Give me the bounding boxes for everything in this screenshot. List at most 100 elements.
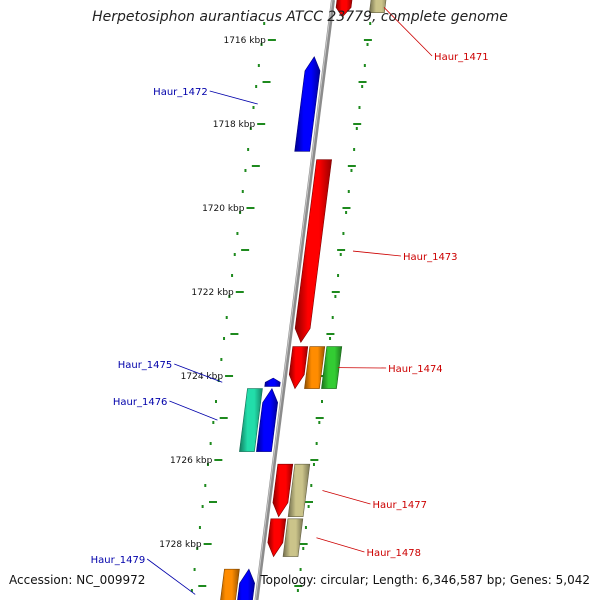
feature-block bbox=[282, 518, 304, 557]
gene-label: Haur_1474 bbox=[388, 364, 443, 375]
forward-guide-dot bbox=[350, 169, 353, 172]
backbone-highlight bbox=[255, 0, 333, 600]
forward-guide-dot bbox=[337, 274, 340, 277]
forward-guide-dot bbox=[321, 400, 323, 403]
forward-guide-dot bbox=[358, 106, 361, 109]
forward-guide-dot bbox=[345, 211, 348, 214]
forward-guide-dot bbox=[296, 589, 299, 592]
feature-block bbox=[369, 0, 387, 13]
forward-guide-dot bbox=[331, 316, 334, 319]
reverse-guide-dot bbox=[225, 316, 228, 319]
feature-block bbox=[239, 388, 263, 452]
gene-label: Haur_1473 bbox=[403, 252, 458, 263]
feature-block bbox=[287, 463, 311, 518]
gene-arrow bbox=[264, 377, 281, 387]
reverse-guide-dot bbox=[255, 85, 258, 88]
gene-leader-line bbox=[209, 90, 258, 105]
feature-block bbox=[220, 568, 240, 600]
forward-guide-dot bbox=[353, 148, 356, 151]
forward-guide-dot bbox=[304, 526, 307, 529]
scale-tick-label: 1716 kbp bbox=[223, 36, 266, 46]
forward-guide-dot bbox=[318, 421, 321, 424]
genome-summary: Topology: circular; Length: 6,346,587 bp… bbox=[260, 573, 590, 587]
forward-guide-dot bbox=[366, 43, 369, 46]
gene-label: Haur_1477 bbox=[372, 500, 427, 511]
reverse-guide-dot bbox=[204, 484, 207, 487]
gene-label: Haur_1471 bbox=[434, 52, 489, 63]
gene-arrow bbox=[237, 568, 255, 600]
gene-arrow bbox=[256, 387, 278, 452]
scale-tick-label: 1718 kbp bbox=[213, 120, 256, 130]
gene-label: Haur_1475 bbox=[118, 360, 173, 371]
reverse-guide-dot bbox=[215, 400, 217, 403]
reverse-guide-dot bbox=[239, 211, 242, 214]
forward-guide-dot bbox=[363, 64, 366, 67]
gene-arrow bbox=[288, 346, 309, 390]
reverse-guide-dot bbox=[220, 358, 223, 361]
forward-guide-dot bbox=[369, 22, 372, 25]
gene-arrow bbox=[294, 159, 332, 344]
strand-guides bbox=[190, 22, 372, 592]
scale-ticks: 1716 kbp 1718 kbp 1720 kbp 1722 kbp 1724 kbp… bbox=[159, 36, 372, 587]
gene-label: Haur_1479 bbox=[91, 555, 146, 566]
gene-leader-line bbox=[174, 363, 223, 383]
gene-leader-line bbox=[322, 490, 371, 505]
gene-label: Haur_1472 bbox=[153, 87, 208, 98]
forward-guide-dot bbox=[334, 295, 337, 298]
forward-guide-dot bbox=[329, 337, 332, 340]
reverse-guide-dot bbox=[236, 232, 239, 235]
gene-label: Haur_1476 bbox=[113, 397, 168, 408]
gene-arrow bbox=[267, 518, 287, 558]
scale-tick-label: 1726 kbp bbox=[170, 456, 213, 466]
feature-block bbox=[321, 346, 343, 389]
reverse-guide-dot bbox=[196, 547, 199, 550]
scale-tick-label: 1720 kbp bbox=[202, 204, 245, 214]
forward-guide-dot bbox=[299, 568, 302, 571]
gene-leader-line bbox=[169, 400, 218, 421]
reverse-guide-dot bbox=[263, 22, 266, 25]
map-title: Herpetosiphon aurantiacus ATCC 23779, co… bbox=[92, 9, 508, 25]
gene-leader-line bbox=[383, 7, 433, 57]
forward-guide-dot bbox=[361, 85, 364, 88]
gene-leader-line bbox=[146, 558, 196, 595]
gene-leader-line bbox=[352, 250, 402, 257]
reverse-guide-dot bbox=[247, 148, 250, 151]
genome-backbone bbox=[254, 0, 335, 600]
gene-arrow bbox=[272, 463, 294, 518]
reverse-guide-dot bbox=[201, 505, 204, 508]
forward-guide-dot bbox=[347, 190, 350, 193]
reverse-guide-dot bbox=[223, 337, 226, 340]
forward-guide-dot bbox=[312, 463, 315, 466]
reverse-guide-dot bbox=[249, 127, 252, 130]
reverse-guide-dot bbox=[244, 169, 247, 172]
gene-leader-line bbox=[316, 537, 365, 553]
reverse-guide-dot bbox=[233, 253, 236, 256]
forward-guide-dot bbox=[302, 547, 305, 550]
gene-arrow bbox=[294, 56, 321, 152]
reverse-guide-dot bbox=[257, 64, 260, 67]
reverse-guide-dot bbox=[193, 568, 196, 571]
scale-tick-label: 1728 kbp bbox=[159, 540, 202, 550]
reverse-guide-dot bbox=[198, 526, 201, 529]
forward-guide-dot bbox=[315, 442, 318, 445]
reverse-guide-dot bbox=[228, 295, 231, 298]
reverse-guide-dot bbox=[217, 379, 220, 382]
scale-tick-label: 1722 kbp bbox=[191, 288, 234, 298]
accession-label: Accession: NC_009972 bbox=[9, 573, 146, 587]
reverse-guide-dot bbox=[252, 106, 255, 109]
forward-guide-dot bbox=[339, 253, 342, 256]
gene-label: Haur_1478 bbox=[366, 548, 421, 559]
reverse-guide-dot bbox=[190, 589, 193, 592]
reverse-guide-dot bbox=[212, 421, 215, 424]
reverse-guide-dot bbox=[231, 274, 234, 277]
reverse-guide-dot bbox=[206, 463, 209, 466]
forward-guide-dot bbox=[310, 484, 313, 487]
forward-guide-dot bbox=[307, 505, 310, 508]
reverse-guide-dot bbox=[260, 43, 263, 46]
feature-block bbox=[304, 346, 326, 389]
forward-guide-dot bbox=[355, 127, 358, 130]
forward-guide-dot bbox=[342, 232, 345, 235]
reverse-guide-dot bbox=[241, 190, 244, 193]
scale-tick-label: 1724 kbp bbox=[181, 372, 224, 382]
